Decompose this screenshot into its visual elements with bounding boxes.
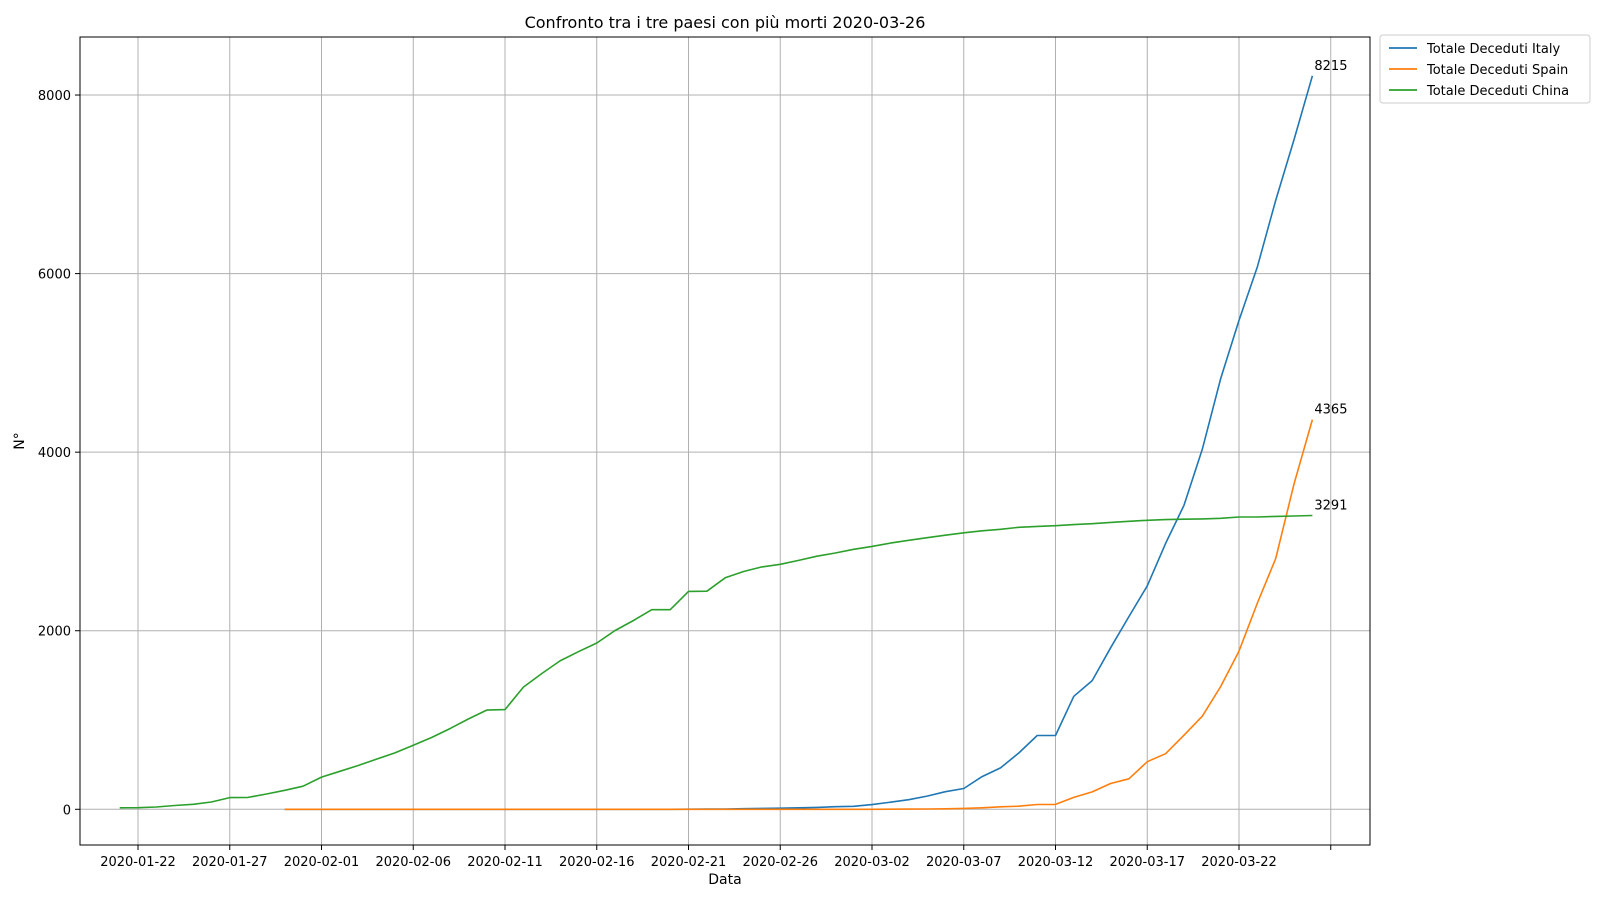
legend-entry-china: Totale Deceduti China xyxy=(1426,84,1569,99)
end-label-spain: 4365 xyxy=(1314,403,1347,418)
y-tick-label: 2000 xyxy=(38,625,71,640)
y-tick-label: 6000 xyxy=(38,268,71,283)
x-tick-label: 2020-03-22 xyxy=(1201,855,1277,870)
x-tick-label: 2020-02-26 xyxy=(742,855,818,870)
y-tick-label: 4000 xyxy=(38,446,71,461)
x-tick-label: 2020-02-01 xyxy=(284,855,360,870)
legend: Totale Deceduti Italy Totale Deceduti Spa… xyxy=(1379,34,1591,104)
y-axis: 0 2000 4000 6000 8000 xyxy=(38,89,80,818)
x-tick-label: 2020-03-17 xyxy=(1109,855,1185,870)
x-tick-label: 2020-02-11 xyxy=(467,855,543,870)
y-tick-label: 8000 xyxy=(38,89,71,104)
x-tick-label: 2020-02-16 xyxy=(559,855,635,870)
x-tick-label: 2020-02-21 xyxy=(651,855,727,870)
end-labels: 8215 4365 3291 xyxy=(1314,59,1347,514)
end-label-china: 3291 xyxy=(1314,498,1347,513)
end-label-italy: 8215 xyxy=(1314,59,1347,74)
x-axis: 2020-01-22 2020-01-27 2020-02-01 2020-02-06… xyxy=(100,845,1332,870)
series-line-china xyxy=(119,514,1313,809)
legend-box xyxy=(1379,34,1591,104)
y-tick-label: 0 xyxy=(63,803,71,818)
x-tick-label: 2020-02-06 xyxy=(375,855,451,870)
grid xyxy=(80,37,1370,845)
x-tick-label: 2020-03-12 xyxy=(1018,855,1094,870)
x-tick-label: 2020-01-27 xyxy=(192,855,268,870)
x-tick-label: 2020-01-22 xyxy=(100,855,176,870)
legend-entry-spain: Totale Deceduti Spain xyxy=(1426,63,1568,78)
series-lines xyxy=(119,75,1314,811)
plot-frame xyxy=(79,36,1371,846)
x-tick-label: 2020-03-02 xyxy=(834,855,910,870)
series-line-italy xyxy=(284,75,1314,811)
chart-title: Confronto tra i tre paesi con più morti … xyxy=(525,13,926,32)
x-tick-label: 2020-03-07 xyxy=(926,855,1002,870)
series-line-spain xyxy=(284,419,1314,811)
y-axis-label: N° xyxy=(12,432,28,449)
x-axis-label: Data xyxy=(708,872,741,888)
legend-entry-italy: Totale Deceduti Italy xyxy=(1426,42,1560,57)
